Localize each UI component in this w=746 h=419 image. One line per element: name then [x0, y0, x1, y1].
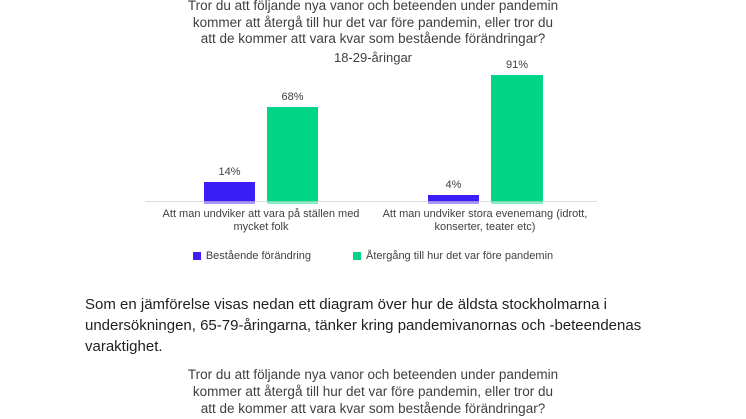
legend-item-atergang: Återgång till hur det var före pandemin — [353, 250, 553, 262]
chart-legend: Bestående förändring Återgång till hur d… — [0, 250, 746, 262]
x-axis-line — [145, 201, 597, 202]
category-label-1: Att man undviker att vara på ställen med… — [162, 208, 360, 233]
bar-value-label: 68% — [281, 91, 304, 104]
bar-group1-atergang: 68% — [267, 91, 318, 204]
legend-swatch-green — [353, 252, 362, 260]
category-label-2: Att man undviker stora evenemang (idrott… — [382, 208, 588, 233]
body-paragraph: Som en jämförelse visas nedan ett diagra… — [85, 296, 642, 355]
legend-item-bestaende: Bestående förändring — [192, 250, 312, 262]
bar-value-label: 14% — [218, 165, 241, 178]
bar-value-label: 91% — [505, 59, 529, 72]
chart2-title: Tror du att följande nya vanor och betee… — [187, 367, 559, 416]
legend-label: Återgång till hur det var före pandemin — [366, 250, 554, 262]
chart-title: Tror du att följande nya vanor och betee… — [187, 0, 559, 46]
legend-label: Bestående förändring — [205, 250, 312, 262]
bar-group2-atergang: 91% — [491, 59, 543, 204]
bar-group1-bestaende: 14% — [204, 166, 255, 205]
legend-swatch-blue — [192, 252, 201, 260]
chart-subtitle: 18-29-åringar — [333, 50, 413, 65]
bar-value-label: 4% — [445, 179, 462, 192]
bar-group2-bestaende: 4% — [428, 179, 479, 204]
chart-plot-area: 14% 68% 4% 91% — [0, 59, 746, 205]
